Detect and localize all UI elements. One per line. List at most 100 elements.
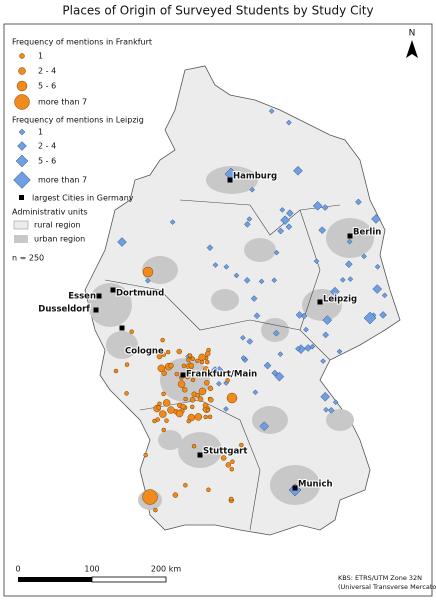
origin-frankfurt (157, 401, 162, 407)
origin-leipzig (379, 311, 387, 319)
urban-regions (88, 166, 374, 510)
scale-label: 200 km (151, 565, 181, 574)
origin-leipzig (309, 343, 316, 350)
legend-item: urban region (34, 235, 85, 244)
map-title: Places of Origin of Surveyed Students by… (62, 4, 373, 18)
origin-leipzig (337, 296, 344, 303)
origin-frankfurt (205, 359, 210, 365)
city-label: Hamburg (233, 172, 277, 182)
origin-frankfurt (153, 507, 158, 513)
origin-leipzig (259, 421, 270, 432)
origin-leipzig (13, 171, 31, 189)
origin-leipzig (240, 334, 246, 341)
origin-frankfurt (156, 353, 163, 360)
city-marker (317, 299, 323, 305)
origin-leipzig (371, 214, 381, 224)
origin-leipzig (240, 355, 247, 361)
origin-frankfurt (207, 414, 213, 420)
origin-leipzig (339, 277, 346, 283)
city-marker (292, 485, 298, 491)
origin-frankfurt (164, 418, 169, 423)
origin-frankfurt (230, 459, 235, 464)
city-marker (96, 293, 102, 299)
origin-leipzig (293, 165, 303, 176)
origin-leipzig (274, 371, 285, 382)
origin-frankfurt (225, 378, 230, 383)
origin-leipzig (271, 277, 278, 284)
origin-frankfurt (190, 377, 196, 383)
city-label: Berlin (353, 228, 381, 238)
origin-leipzig (246, 338, 254, 345)
origin-frankfurt (19, 53, 25, 59)
origin-frankfurt (229, 466, 235, 472)
origin-frankfurt (187, 353, 193, 358)
north-label: N (409, 29, 416, 39)
legend-title: Frequency of mentions in Leipzig (12, 116, 144, 125)
origin-leipzig (372, 284, 383, 294)
origin-leipzig (243, 220, 251, 228)
city-label: Dusseldorf (38, 305, 90, 315)
origin-leipzig (223, 263, 230, 270)
origin-leipzig (271, 369, 279, 377)
origin-leipzig (214, 366, 225, 376)
origin-leipzig (169, 219, 176, 225)
origin-frankfurt (174, 371, 180, 377)
origin-leipzig (374, 263, 381, 270)
origin-leipzig (273, 249, 280, 256)
origin-frankfurt (18, 67, 26, 75)
origin-frankfurt (190, 356, 196, 362)
origin-frankfurt (203, 366, 209, 372)
origin-frankfurt (142, 489, 158, 505)
city-marker (227, 177, 233, 183)
origin-leipzig (258, 278, 265, 285)
city-marker (197, 452, 203, 458)
legend-title: Frequency of mentions in Frankfurt (12, 38, 152, 47)
origin-leipzig (253, 312, 261, 320)
origin-frankfurt (225, 462, 232, 468)
legend-rural (13, 220, 29, 230)
origin-leipzig (312, 200, 323, 211)
country-outline (84, 65, 401, 536)
origin-leipzig (336, 348, 343, 355)
legend-item: more than 7 (38, 98, 87, 107)
origin-frankfurt (208, 397, 214, 403)
origin-leipzig (318, 226, 327, 235)
origin-frankfurt (177, 380, 186, 388)
origin-leipzig (345, 260, 353, 269)
origin-frankfurt (200, 370, 206, 377)
origin-frankfurt (197, 396, 204, 402)
legend-title: Administrativ units (12, 208, 88, 217)
origin-frankfurt (181, 386, 188, 393)
origin-frankfurt (161, 427, 166, 433)
legend-n: n = 250 (12, 254, 44, 263)
origin-leipzig (144, 277, 151, 284)
origin-leipzig (347, 276, 354, 282)
origin-frankfurt (113, 368, 119, 374)
origin-leipzig (381, 292, 388, 299)
legend-item: more than 7 (38, 176, 87, 185)
origin-frankfurt (209, 372, 214, 378)
origin-leipzig (332, 399, 339, 406)
origin-frankfurt (124, 391, 129, 396)
city-label: Leipzig (323, 295, 357, 305)
origin-frankfurt (199, 359, 205, 365)
origin-leipzig (279, 207, 286, 213)
origin-frankfurt (220, 455, 227, 461)
origin-frankfurt (180, 403, 186, 410)
origin-frankfurt (195, 393, 200, 398)
origin-frankfurt (202, 402, 209, 409)
origin-frankfurt (162, 399, 171, 407)
origin-leipzig (313, 258, 320, 265)
origin-leipzig (277, 351, 284, 357)
origin-frankfurt (167, 406, 175, 414)
projection: (Universal Transverse Mercator) (338, 583, 436, 591)
origin-frankfurt (204, 350, 211, 357)
legend-item: largest Cities in Germany (32, 194, 134, 203)
origin-frankfurt (157, 364, 166, 373)
origin-leipzig (250, 295, 258, 302)
origin-leipzig (280, 215, 290, 226)
scale-label: 0 (15, 565, 20, 574)
origin-leipzig (295, 311, 304, 319)
origin-leipzig (346, 238, 353, 245)
